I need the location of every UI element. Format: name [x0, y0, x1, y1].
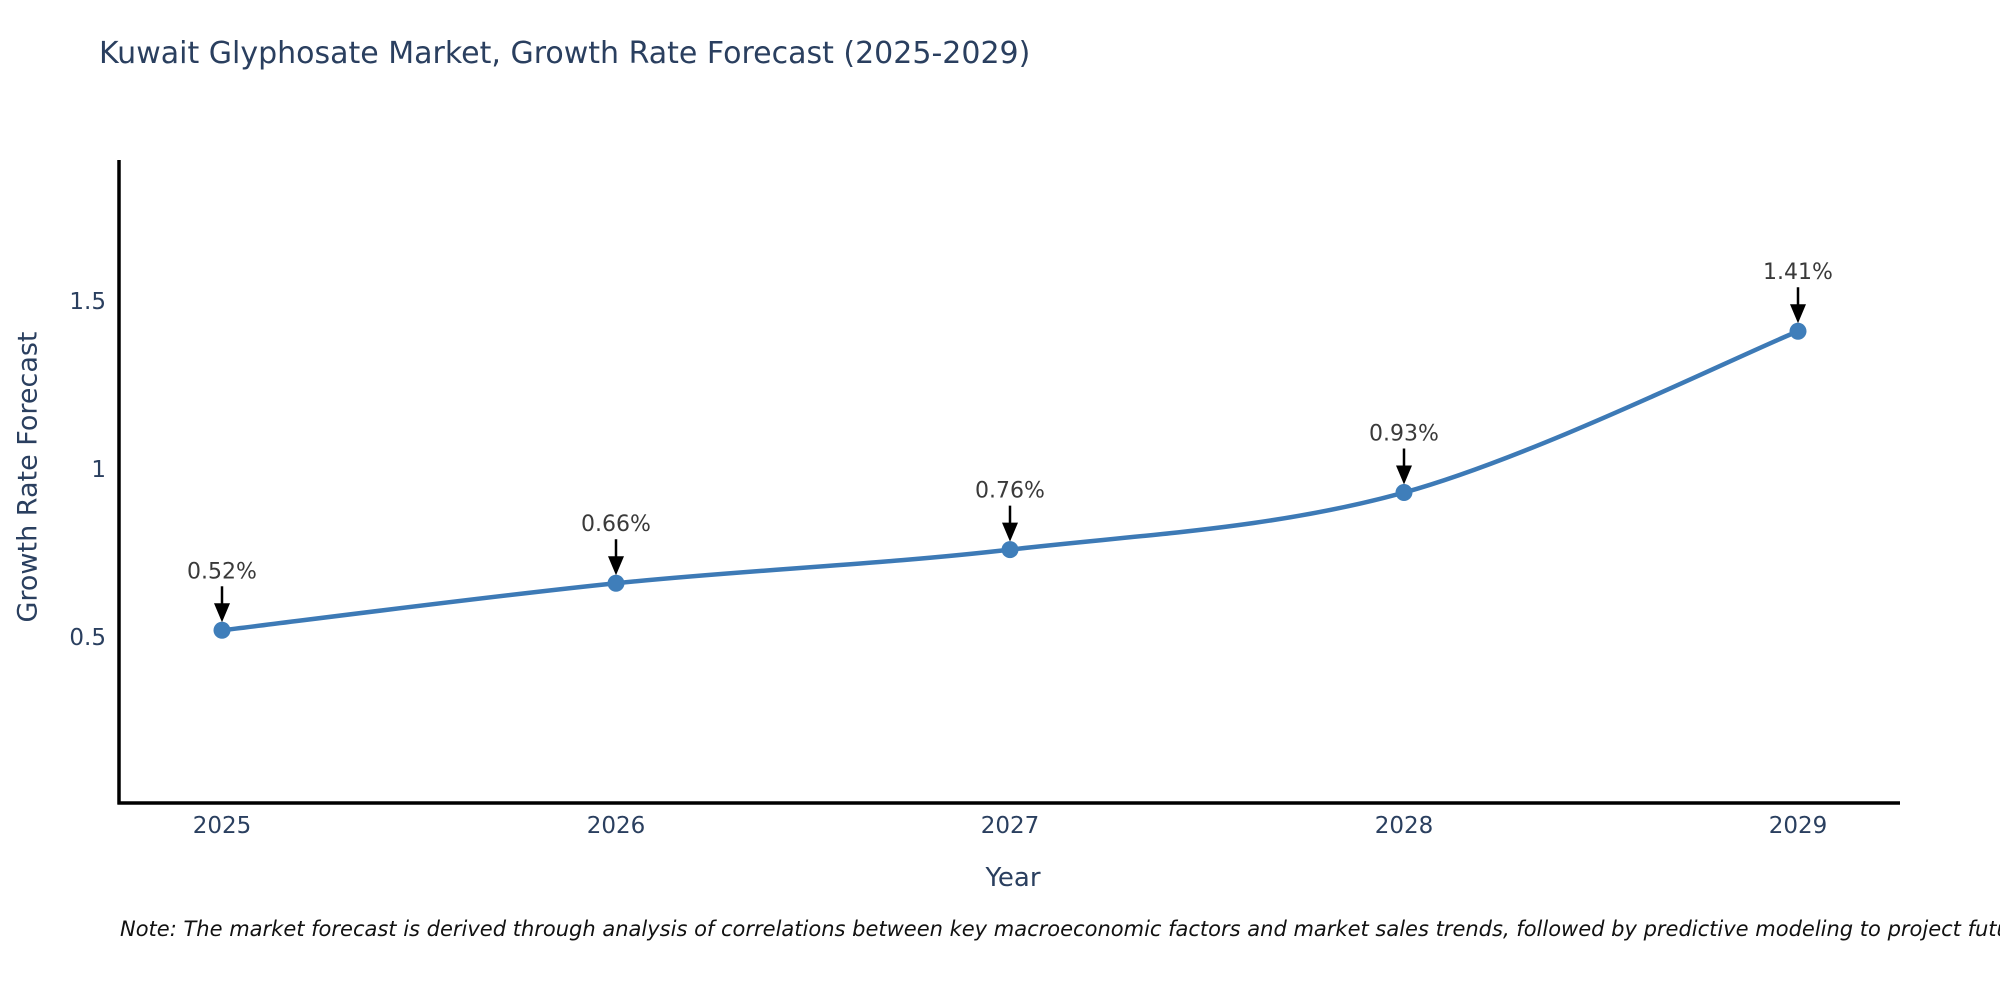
x-tick-labels: 2025 2026 2027 2028 2029	[193, 813, 1828, 839]
x-tick-label: 2025	[193, 813, 252, 839]
y-tick-labels: 0.5 1 1.5	[69, 289, 106, 651]
annotation-arrowhead-icon	[214, 603, 230, 623]
point-annotation: 0.66%	[581, 512, 651, 576]
point-annotation: 0.76%	[975, 479, 1045, 542]
chart-title: Kuwait Glyphosate Market, Growth Rate Fo…	[99, 36, 1031, 71]
data-point-marker	[607, 574, 625, 592]
point-annotation: 0.52%	[187, 559, 257, 623]
annotation-arrowhead-icon	[1790, 304, 1806, 324]
y-tick-label: 0.5	[69, 625, 106, 651]
annotation-arrowhead-icon	[608, 556, 624, 576]
annotation-arrowhead-icon	[1396, 465, 1412, 485]
point-value-label: 0.93%	[1369, 422, 1439, 447]
annotation-arrowhead-icon	[1002, 522, 1018, 542]
point-annotation: 1.41%	[1763, 260, 1833, 324]
point-value-label: 0.76%	[975, 479, 1045, 504]
point-value-label: 0.66%	[581, 512, 651, 537]
point-annotations: 0.52% 0.66% 0.76% 0.93% 1.41%	[187, 260, 1833, 623]
data-point-marker	[1789, 322, 1807, 340]
data-point-marker	[1395, 484, 1413, 502]
x-tick-label: 2026	[587, 813, 646, 839]
data-point-marker	[1001, 541, 1019, 559]
x-tick-label: 2027	[981, 813, 1040, 839]
x-axis-title: Year	[985, 863, 1041, 893]
data-point-marker	[213, 621, 231, 639]
forecast-series	[213, 322, 1807, 639]
x-tick-label: 2028	[1375, 813, 1434, 839]
footnote: Note: The market forecast is derived thr…	[120, 917, 2000, 941]
y-tick-label: 1.5	[69, 289, 106, 315]
y-tick-label: 1	[91, 457, 106, 483]
point-value-label: 0.52%	[187, 559, 257, 584]
point-annotation: 0.93%	[1369, 422, 1439, 485]
x-tick-label: 2029	[1769, 813, 1828, 839]
point-value-label: 1.41%	[1763, 260, 1833, 285]
